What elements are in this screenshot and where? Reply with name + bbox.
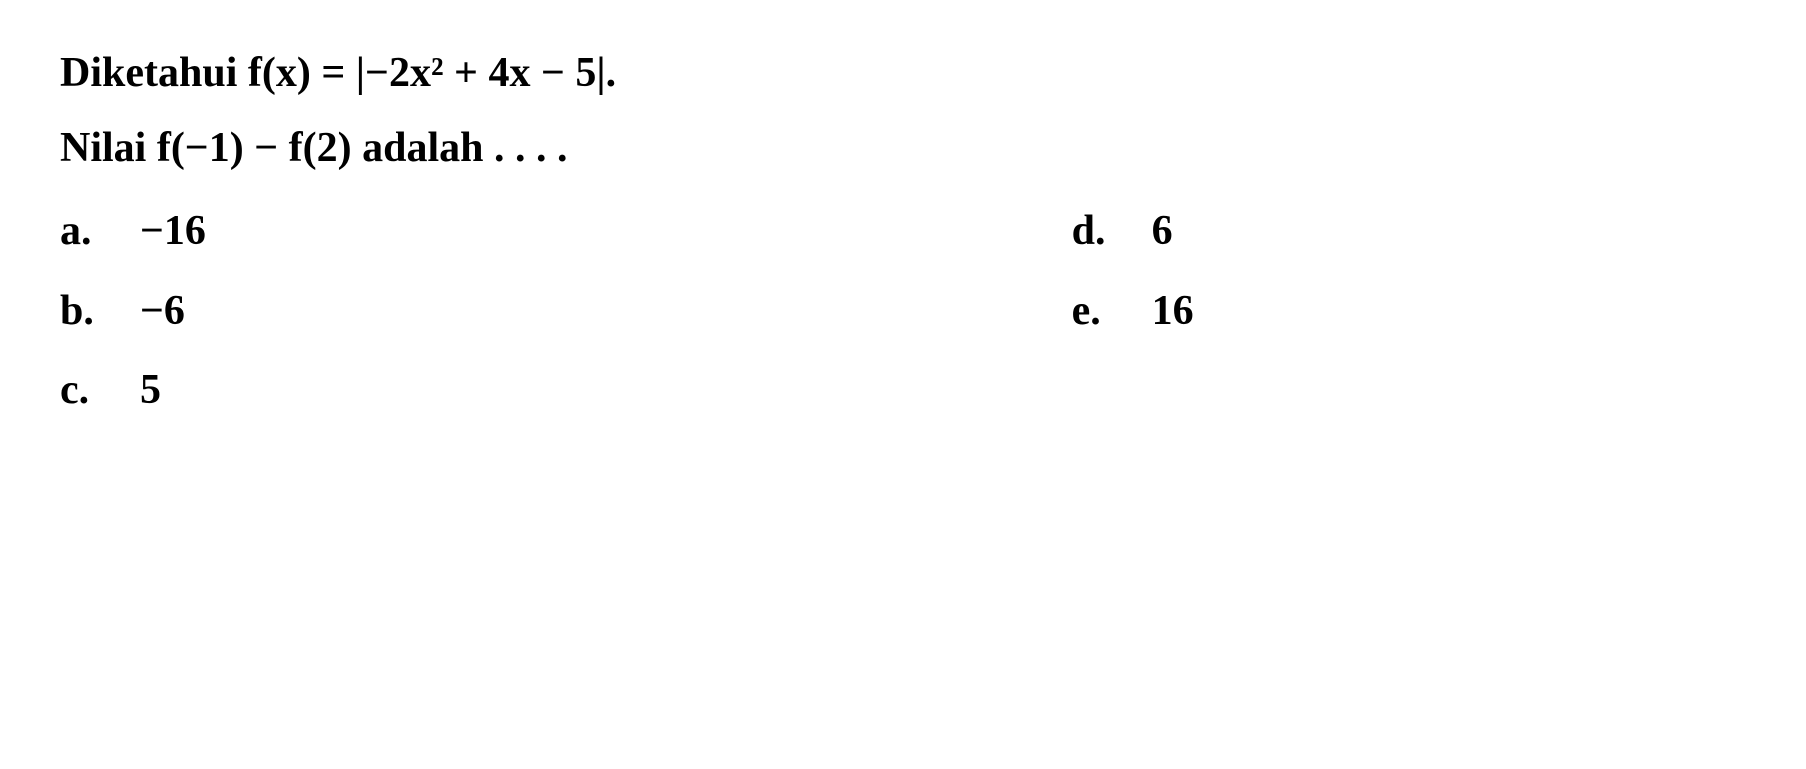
options-right-column: d. 6 e. 16	[1072, 198, 1746, 436]
option-d: d. 6	[1072, 198, 1746, 265]
option-c-value: 5	[140, 357, 1072, 424]
option-d-letter: d.	[1072, 198, 1152, 265]
option-e-value: 16	[1152, 278, 1746, 345]
options-container: a. −16 b. −6 c. 5 d. 6 e. 16	[60, 198, 1746, 436]
option-b-letter: b.	[60, 278, 140, 345]
option-c-letter: c.	[60, 357, 140, 424]
option-c: c. 5	[60, 357, 1072, 424]
options-left-column: a. −16 b. −6 c. 5	[60, 198, 1072, 436]
question-line-2: Nilai f(−1) − f(2) adalah . . . .	[60, 115, 1746, 182]
option-b-value: −6	[140, 278, 1072, 345]
option-e: e. 16	[1072, 278, 1746, 345]
option-a: a. −16	[60, 198, 1072, 265]
option-a-letter: a.	[60, 198, 140, 265]
option-e-letter: e.	[1072, 278, 1152, 345]
option-d-value: 6	[1152, 198, 1746, 265]
math-question-container: Diketahui f(x) = |−2x² + 4x − 5|. Nilai …	[60, 40, 1746, 436]
question-line-1: Diketahui f(x) = |−2x² + 4x − 5|.	[60, 40, 1746, 107]
option-a-value: −16	[140, 198, 1072, 265]
option-b: b. −6	[60, 278, 1072, 345]
